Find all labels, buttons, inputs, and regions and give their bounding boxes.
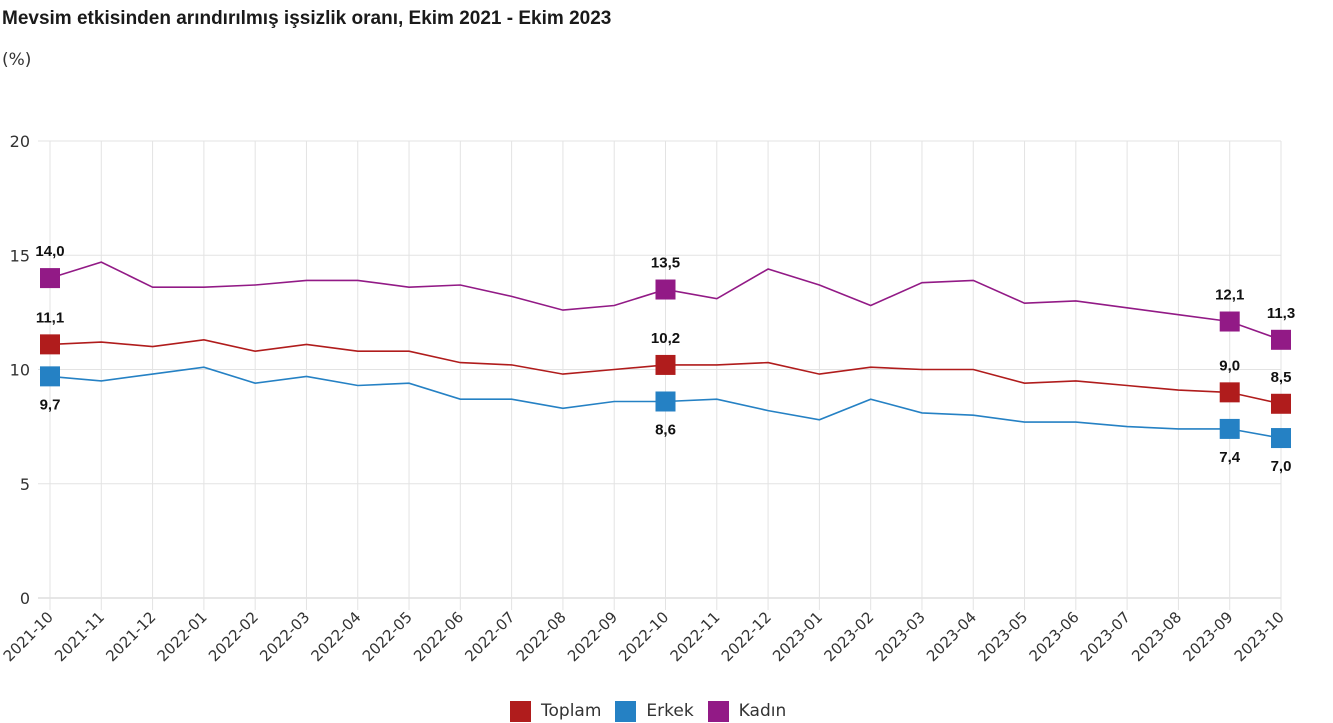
legend: Toplam Erkek Kadın bbox=[510, 699, 800, 723]
x-tick-label: 2023-07 bbox=[1077, 608, 1134, 665]
data-label: 8,6 bbox=[655, 421, 676, 438]
marker-erkek bbox=[40, 366, 60, 387]
legend-label-toplam: Toplam bbox=[541, 701, 602, 721]
marker-kadın bbox=[655, 279, 676, 300]
data-label: 7,4 bbox=[1219, 449, 1241, 466]
data-labels: 11,1 10,2 9,0 8,5 9,7 8,6 7,4 7,0 14,0 13,5 12,1 11… bbox=[35, 243, 1295, 475]
x-tick-label: 2022-01 bbox=[154, 608, 211, 665]
x-tick-label: 2022-04 bbox=[308, 608, 365, 665]
x-tick-label: 2021-11 bbox=[51, 608, 108, 665]
legend-swatch-erkek bbox=[615, 700, 637, 722]
data-label: 10,2 bbox=[651, 330, 680, 347]
x-tick-label: 2023-03 bbox=[872, 608, 929, 665]
data-label: 11,1 bbox=[36, 309, 64, 326]
x-tick-label: 2023-08 bbox=[1128, 608, 1185, 665]
marker-erkek bbox=[655, 391, 676, 412]
chart-title: Mevsim etkisinden arındırılmış işsizlik … bbox=[2, 8, 612, 29]
x-tick-label: 2022-11 bbox=[667, 608, 724, 665]
chart-subtitle-unit: (%) bbox=[2, 50, 32, 70]
marker-erkek bbox=[1271, 428, 1291, 449]
x-tick-label: 2022-10 bbox=[615, 608, 672, 665]
marker-toplam bbox=[1271, 393, 1291, 414]
legend-item-toplam[interactable]: Toplam bbox=[510, 700, 602, 722]
legend-label-kadin: Kadın bbox=[738, 701, 787, 721]
marker-kadın bbox=[1271, 329, 1291, 350]
data-label: 12,1 bbox=[1215, 287, 1244, 304]
y-tick-label: 0 bbox=[20, 589, 30, 608]
marker-toplam bbox=[40, 334, 60, 355]
data-label: 9,0 bbox=[1219, 357, 1240, 374]
legend-item-kadin[interactable]: Kadın bbox=[707, 700, 787, 722]
x-tick-label: 2022-12 bbox=[718, 608, 775, 665]
series-markers bbox=[40, 268, 1291, 449]
data-label: 7,0 bbox=[1271, 458, 1292, 475]
x-tick-label: 2023-10 bbox=[1231, 608, 1288, 665]
x-tick-label: 2022-06 bbox=[410, 608, 467, 665]
legend-swatch-toplam bbox=[510, 700, 531, 722]
y-tick-label: 5 bbox=[20, 475, 30, 494]
data-label: 13,5 bbox=[651, 255, 680, 272]
marker-kadın bbox=[40, 268, 60, 289]
data-label: 14,0 bbox=[35, 243, 64, 260]
x-tick-label: 2021-12 bbox=[102, 608, 159, 665]
x-tick-label: 2023-02 bbox=[820, 608, 877, 665]
grid bbox=[38, 140, 1282, 610]
data-label: 11,3 bbox=[1267, 305, 1295, 322]
legend-label-erkek: Erkek bbox=[646, 701, 694, 721]
marker-kadın bbox=[1219, 311, 1240, 332]
legend-swatch-kadin bbox=[707, 700, 729, 722]
x-tick-label: 2021-10 bbox=[0, 608, 57, 665]
data-label: 9,7 bbox=[40, 396, 61, 413]
x-tick-label: 2023-01 bbox=[769, 608, 826, 665]
data-label: 8,5 bbox=[1271, 369, 1292, 386]
x-tick-label: 2023-05 bbox=[974, 608, 1031, 665]
x-tick-label: 2022-07 bbox=[461, 608, 518, 665]
marker-toplam bbox=[1219, 382, 1240, 403]
marker-erkek bbox=[1219, 418, 1240, 439]
x-axis-ticks: 2021-102021-112021-122022-012022-022022-… bbox=[0, 608, 1288, 665]
y-tick-label: 15 bbox=[10, 246, 30, 265]
x-tick-label: 2022-02 bbox=[205, 608, 262, 665]
marker-toplam bbox=[655, 354, 676, 375]
x-tick-label: 2023-09 bbox=[1179, 608, 1236, 665]
x-tick-label: 2022-03 bbox=[256, 608, 313, 665]
x-tick-label: 2022-09 bbox=[564, 608, 621, 665]
x-tick-label: 2023-04 bbox=[923, 608, 980, 665]
x-tick-label: 2022-08 bbox=[513, 608, 570, 665]
legend-item-erkek[interactable]: Erkek bbox=[615, 700, 694, 722]
x-tick-label: 2022-05 bbox=[359, 608, 416, 665]
x-tick-label: 2023-06 bbox=[1026, 608, 1083, 665]
y-tick-label: 20 bbox=[10, 132, 30, 151]
y-axis-ticks: 0 5 10 15 20 bbox=[10, 132, 30, 608]
y-tick-label: 10 bbox=[10, 361, 30, 380]
